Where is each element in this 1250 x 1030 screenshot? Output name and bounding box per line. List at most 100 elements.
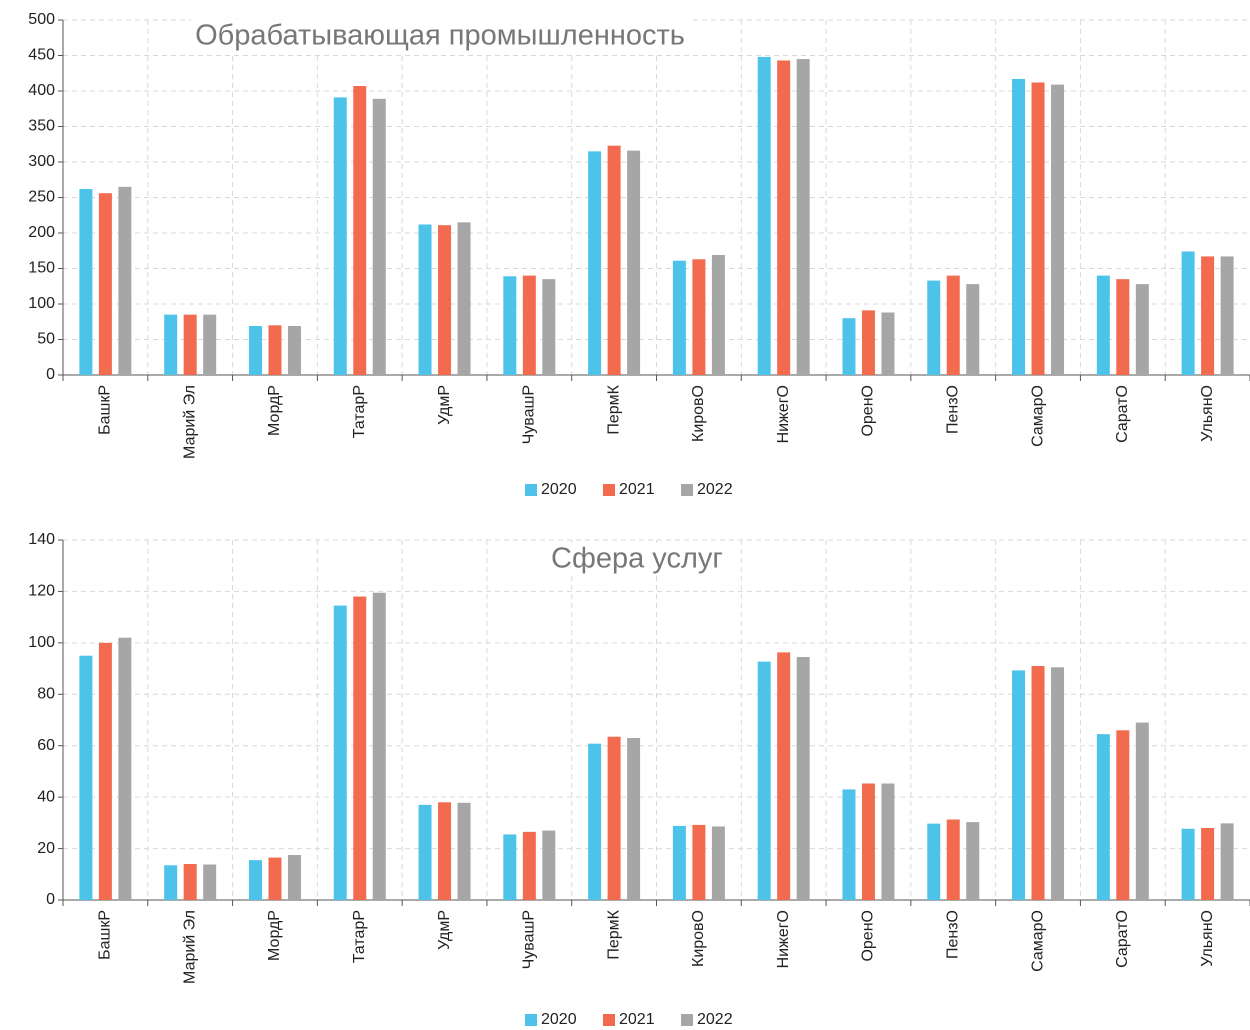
- bar: [372, 98, 386, 375]
- y-tick-label: 0: [46, 366, 55, 383]
- x-tick-label: ПермК: [605, 384, 622, 434]
- bar: [607, 145, 621, 375]
- bar: [796, 59, 810, 376]
- bar: [946, 819, 960, 900]
- bar: [1012, 78, 1026, 376]
- bar: [842, 789, 856, 900]
- bar: [183, 314, 197, 375]
- y-tick-label: 300: [28, 153, 55, 170]
- legend-swatch: [603, 1014, 615, 1026]
- y-tick-label: 0: [46, 891, 55, 908]
- bar: [1051, 667, 1065, 900]
- x-tick-label: ПензО: [944, 385, 961, 434]
- bar: [1096, 734, 1110, 900]
- x-tick-label: ЧувашР: [521, 385, 538, 444]
- legend-label: 2022: [697, 1011, 733, 1028]
- bar: [927, 823, 941, 900]
- x-tick-label: СаратО: [1114, 385, 1131, 443]
- y-tick-label: 250: [28, 189, 55, 206]
- bar: [542, 279, 556, 375]
- chart-title: Обрабатывающая промышленность: [195, 20, 685, 52]
- bar: [861, 310, 875, 375]
- legend-label: 2020: [541, 481, 577, 498]
- bar: [757, 661, 771, 900]
- title-background: [547, 542, 727, 575]
- bar: [881, 312, 895, 375]
- legend-label: 2021: [619, 1011, 655, 1028]
- bar: [946, 275, 960, 375]
- bar: [79, 188, 93, 375]
- bar: [672, 260, 686, 375]
- x-tick-label: УльянО: [1199, 910, 1216, 967]
- bar: [522, 275, 536, 375]
- bar: [203, 864, 217, 900]
- legend-label: 2021: [619, 481, 655, 498]
- bar: [287, 326, 301, 375]
- bar: [1201, 828, 1215, 900]
- bar: [522, 831, 536, 900]
- x-tick-label: ОренО: [860, 385, 877, 437]
- bar: [1220, 823, 1234, 900]
- x-tick-label: ПензО: [944, 910, 961, 959]
- y-tick-label: 80: [37, 686, 55, 703]
- bar: [881, 783, 895, 900]
- bar: [333, 605, 347, 900]
- bar: [1051, 84, 1065, 376]
- bar: [372, 592, 386, 900]
- x-tick-label: Марий Эл: [181, 910, 198, 984]
- bar: [248, 860, 262, 900]
- bar: [353, 86, 367, 375]
- bar: [164, 314, 178, 375]
- bar: [248, 326, 262, 375]
- bar: [268, 325, 282, 375]
- legend-label: 2020: [541, 1011, 577, 1028]
- y-tick-label: 450: [28, 47, 55, 64]
- y-tick-label: 120: [28, 583, 55, 600]
- y-tick-label: 20: [37, 840, 55, 857]
- bar: [1116, 279, 1130, 375]
- bar: [118, 637, 132, 900]
- bar: [333, 97, 347, 375]
- x-tick-label: СамарО: [1029, 910, 1046, 972]
- bar: [503, 834, 517, 900]
- bar: [183, 864, 197, 900]
- y-tick-label: 150: [28, 260, 55, 277]
- y-tick-label: 200: [28, 224, 55, 241]
- x-tick-label: БашкР: [97, 910, 114, 960]
- bar: [588, 151, 602, 375]
- title-background: [191, 19, 689, 52]
- bar: [757, 56, 771, 376]
- y-tick-label: 140: [28, 531, 55, 548]
- bar: [607, 736, 621, 900]
- y-tick-label: 350: [28, 118, 55, 135]
- bar: [627, 738, 641, 900]
- bar: [287, 855, 301, 900]
- x-tick-label: НижегО: [775, 910, 792, 968]
- chart-title: Сфера услуг: [551, 543, 723, 575]
- x-tick-label: КировО: [690, 910, 707, 967]
- y-tick-label: 100: [28, 634, 55, 651]
- x-tick-label: Марий Эл: [181, 385, 198, 459]
- x-tick-label: НижегО: [775, 385, 792, 443]
- x-tick-label: КировО: [690, 385, 707, 442]
- bar: [98, 642, 112, 900]
- bar: [353, 596, 367, 900]
- x-tick-label: ОренО: [860, 910, 877, 962]
- bar: [438, 802, 452, 900]
- bar: [1135, 284, 1149, 375]
- bar: [927, 280, 941, 375]
- x-tick-label: УдмР: [436, 910, 453, 950]
- bar: [1135, 722, 1149, 900]
- bar: [627, 150, 641, 375]
- bar: [1031, 82, 1045, 375]
- bar: [418, 804, 432, 900]
- legend-swatch: [525, 1014, 537, 1026]
- bar: [503, 276, 517, 375]
- y-tick-label: 100: [28, 295, 55, 312]
- bar: [118, 186, 132, 375]
- bar: [796, 657, 810, 900]
- bar: [692, 259, 706, 375]
- bar: [1096, 275, 1110, 375]
- y-tick-label: 40: [37, 788, 55, 805]
